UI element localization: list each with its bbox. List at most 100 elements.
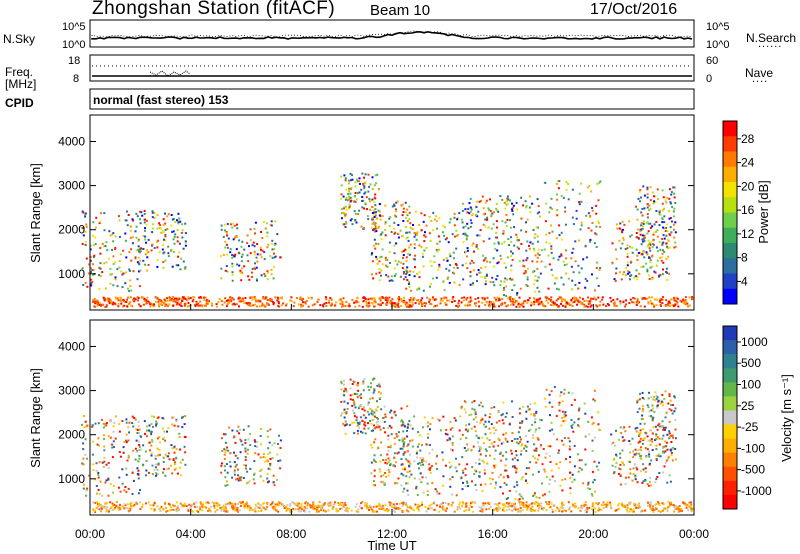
scatter-point xyxy=(534,457,536,460)
scatter-point xyxy=(502,232,505,235)
scatter-point xyxy=(561,304,564,307)
scatter-point xyxy=(619,475,622,477)
scatter-point xyxy=(653,298,656,301)
scatter-point xyxy=(502,476,505,479)
scatter-point xyxy=(459,438,462,441)
scatter-point xyxy=(145,460,148,462)
scatter-point xyxy=(528,195,531,198)
scatter-point xyxy=(81,243,84,245)
scatter-point xyxy=(555,237,558,240)
scatter-point xyxy=(271,239,274,242)
scatter-point xyxy=(244,503,247,506)
scatter-point xyxy=(344,501,346,504)
scatter-point xyxy=(597,296,600,299)
scatter-point xyxy=(507,502,510,505)
scatter-point xyxy=(164,474,167,477)
scatter-point xyxy=(286,508,289,511)
scatter-point xyxy=(538,496,541,499)
scatter-point xyxy=(630,508,632,511)
scatter-point xyxy=(668,408,671,411)
scatter-point xyxy=(584,435,587,438)
scatter-point xyxy=(447,502,450,505)
scatter-point xyxy=(584,286,587,289)
scatter-point xyxy=(164,229,167,231)
scatter-point xyxy=(302,304,304,307)
scatter-point xyxy=(158,448,161,451)
scatter-point xyxy=(682,301,685,304)
scatter-point xyxy=(470,448,473,451)
scatter-point xyxy=(507,238,510,241)
scatter-point xyxy=(126,503,129,506)
scatter-point xyxy=(540,507,543,510)
scatter-point xyxy=(589,238,592,241)
scatter-point xyxy=(471,213,474,215)
scatter-point xyxy=(558,404,561,406)
nsky-tick-bottom: 10^0 xyxy=(62,39,86,51)
scatter-point xyxy=(631,437,634,440)
scatter-point xyxy=(480,275,483,278)
scatter-point xyxy=(563,509,566,512)
scatter-point xyxy=(156,297,159,300)
scatter-point xyxy=(629,501,632,504)
scatter-point xyxy=(425,460,428,463)
scatter-point xyxy=(96,492,98,495)
scatter-point xyxy=(660,305,662,307)
scatter-point xyxy=(456,508,459,511)
scatter-point xyxy=(577,409,580,412)
scatter-point xyxy=(471,466,474,469)
scatter-point xyxy=(516,459,519,462)
scatter-point xyxy=(418,443,420,446)
scatter-point xyxy=(550,296,553,299)
scatter-point xyxy=(405,482,408,485)
scatter-point xyxy=(231,429,234,432)
scatter-point xyxy=(132,479,135,482)
scatter-point xyxy=(468,414,471,417)
scatter-point xyxy=(551,508,554,511)
scatter-point xyxy=(668,432,671,435)
scatter-point xyxy=(571,279,574,282)
scatter-point xyxy=(475,214,478,217)
scatter-point xyxy=(654,425,657,428)
scatter-point xyxy=(85,425,88,428)
scatter-point xyxy=(348,507,350,510)
power-scatter xyxy=(81,172,694,308)
scatter-point xyxy=(481,195,484,198)
scatter-point xyxy=(203,296,206,299)
scatter-point xyxy=(270,220,273,223)
scatter-point xyxy=(495,231,498,234)
scatter-point xyxy=(207,510,210,512)
scatter-point xyxy=(492,223,495,226)
scatter-point xyxy=(511,465,514,468)
scatter-point xyxy=(671,434,674,437)
scatter-point xyxy=(481,508,484,511)
scatter-point xyxy=(540,249,543,252)
scatter-point xyxy=(639,506,642,509)
scatter-point xyxy=(351,393,354,396)
scatter-point xyxy=(92,300,95,303)
scatter-point xyxy=(465,505,468,508)
scatter-point xyxy=(538,254,541,256)
scatter-point xyxy=(401,437,404,440)
freq-tick-bottom: 8 xyxy=(73,73,79,85)
scatter-point xyxy=(550,248,553,250)
scatter-point xyxy=(112,232,115,235)
scatter-point xyxy=(635,232,638,234)
scatter-point xyxy=(99,503,102,506)
scatter-point xyxy=(556,214,559,217)
scatter-point xyxy=(670,298,673,301)
scatter-point xyxy=(638,505,641,507)
scatter-point xyxy=(105,304,108,307)
scatter-point xyxy=(414,302,417,305)
scatter-point xyxy=(663,215,666,218)
scatter-point xyxy=(481,489,484,492)
scatter-point xyxy=(485,301,488,304)
scatter-point xyxy=(574,299,576,302)
scatter-point xyxy=(216,505,219,508)
scatter-point xyxy=(536,437,539,439)
colorbar-swatch-0 xyxy=(723,121,737,137)
scatter-point xyxy=(544,305,547,308)
scatter-point xyxy=(532,436,535,439)
scatter-point xyxy=(103,437,106,440)
scatter-point xyxy=(629,472,632,475)
